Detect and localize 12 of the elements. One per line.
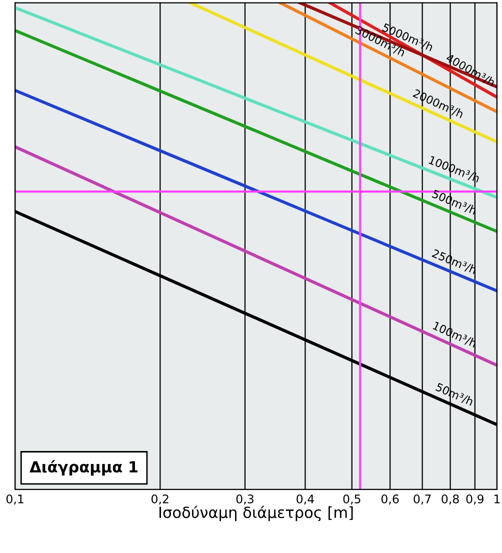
x-tick-label: 0,7 xyxy=(414,494,431,505)
x-tick-label: 1 xyxy=(494,494,500,504)
x-tick-label: 0,5 xyxy=(343,494,360,505)
x-tick-label: 0,3 xyxy=(236,494,254,505)
x-tick-label: 0,1 xyxy=(6,494,24,505)
x-tick-label: 0,8 xyxy=(442,494,459,505)
annotation: Διάγραμμα 1 xyxy=(30,460,138,476)
x-tick-label: 0,2 xyxy=(152,494,168,505)
x-tick-label: 0,9 xyxy=(466,494,484,505)
x-tick-label: 0,6 xyxy=(381,494,399,505)
x-tick-label: 0,4 xyxy=(296,494,314,505)
x-axis-title: Ισοδύναμη διάμετρος [m] xyxy=(160,506,353,522)
